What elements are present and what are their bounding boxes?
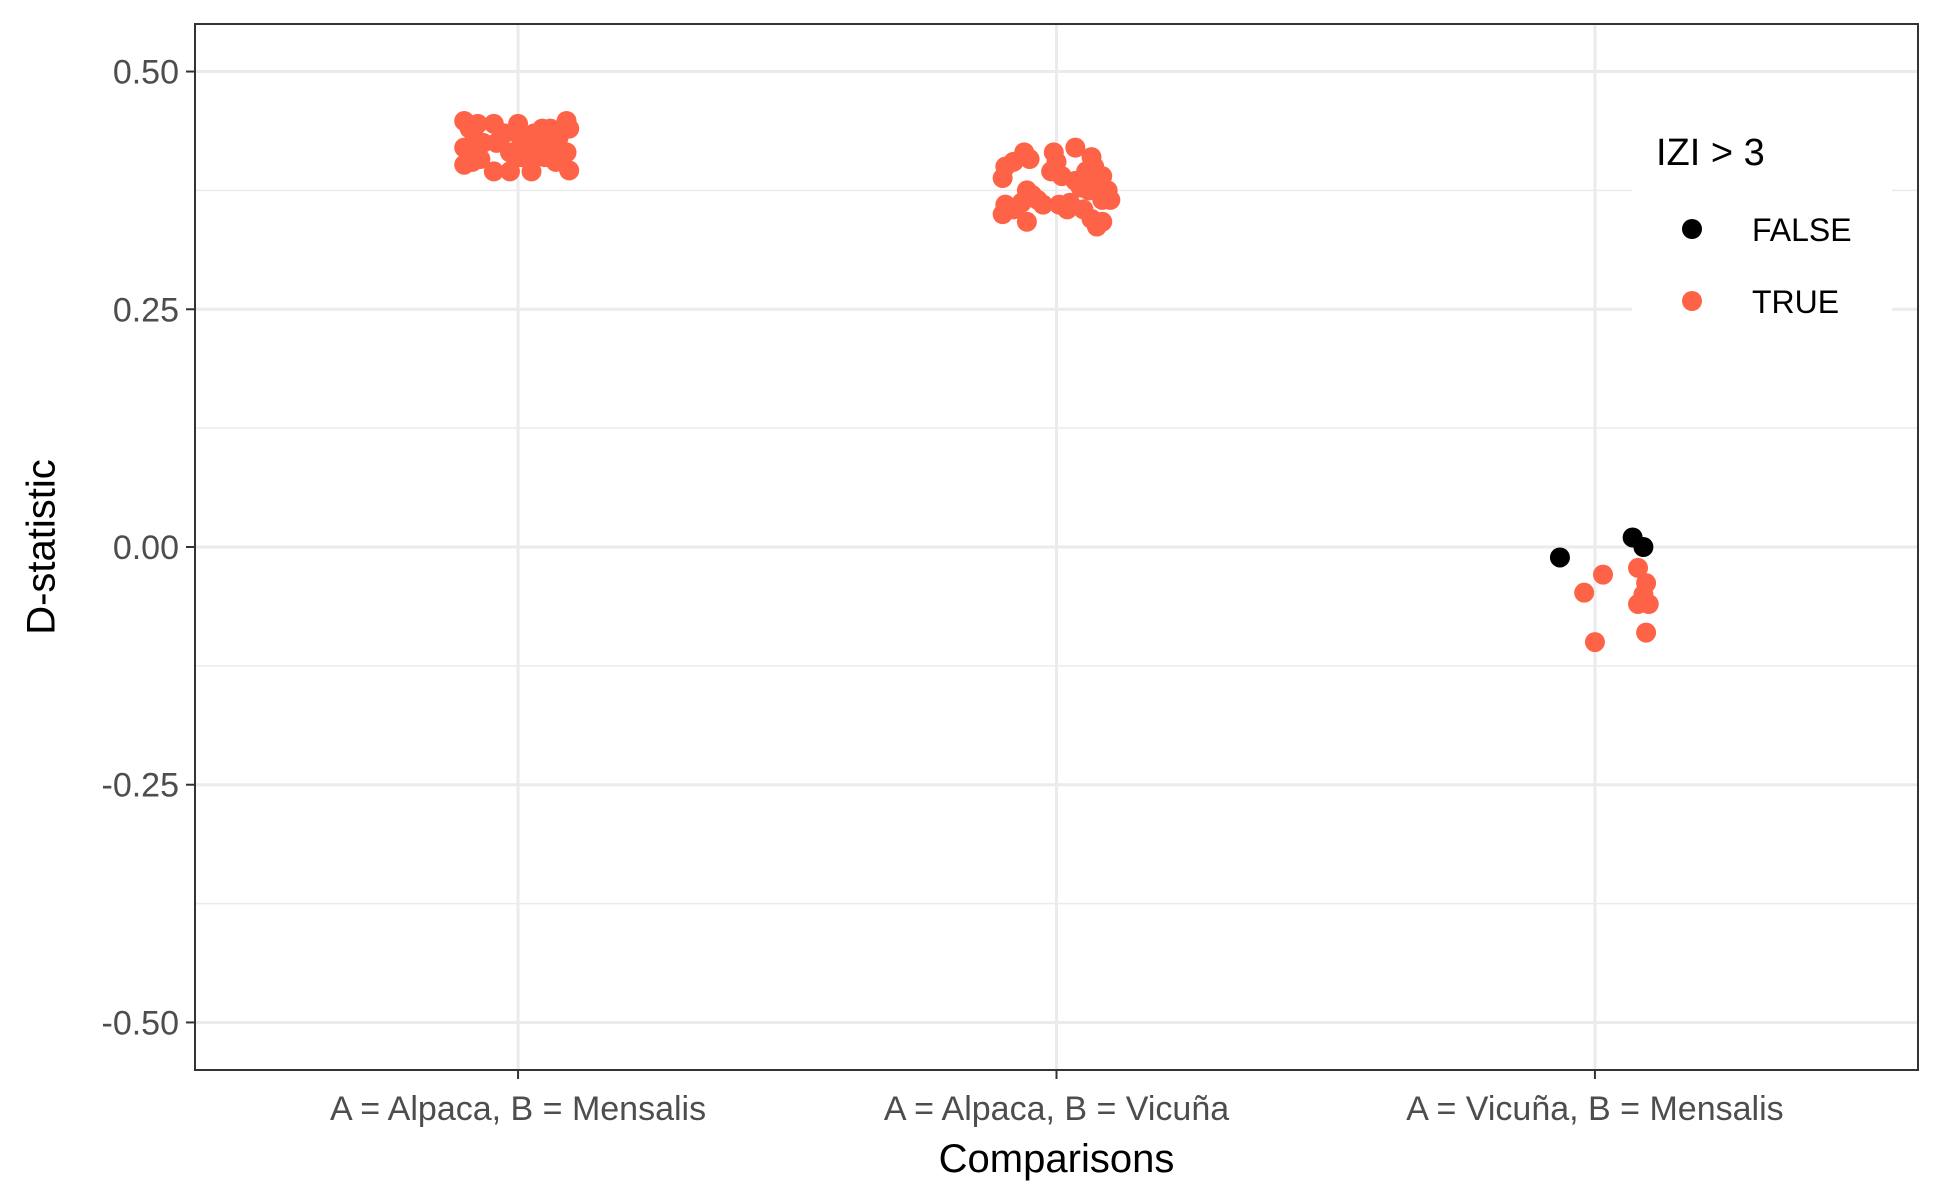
data-point-true	[1628, 557, 1649, 578]
y-tick-label: -0.50	[102, 1004, 180, 1042]
data-point-false	[1633, 537, 1654, 557]
y-tick-label: 0.00	[113, 529, 179, 567]
axis-layer: 0.50 0.25 0.00 -0.25 -0.50 A = Alpaca, B = Me…	[102, 54, 1784, 1128]
y-tick-label: 0.50	[113, 54, 179, 92]
legend-title: IZI > 3	[1656, 132, 1765, 174]
data-point-true	[1033, 194, 1054, 215]
data-point-true	[559, 160, 580, 181]
x-tick-label: A = Alpaca, B = Vicuña	[884, 1090, 1229, 1128]
data-point-true	[499, 161, 520, 182]
data-point-true	[521, 161, 542, 182]
data-point-true	[467, 113, 488, 134]
x-tick-label: A = Alpaca, B = Mensalis	[330, 1090, 706, 1128]
data-point-true	[1019, 149, 1040, 170]
legend-entries: FALSE TRUE	[1682, 212, 1852, 320]
data-point-true	[556, 142, 577, 163]
x-axis-title: Comparisons	[939, 1137, 1175, 1181]
data-point-true	[1593, 564, 1614, 585]
legend-label-true: TRUE	[1752, 284, 1839, 320]
points-layer	[454, 110, 1659, 653]
legend-background	[1632, 110, 1892, 325]
legend-key-false	[1682, 219, 1702, 239]
data-point-false	[1549, 547, 1570, 568]
legend: IZI > 3 FALSE TRUE	[1632, 110, 1892, 325]
data-point-true	[1638, 594, 1659, 615]
y-tick-label: 0.25	[113, 291, 179, 329]
data-point-true	[1092, 211, 1113, 232]
data-point-true	[1100, 189, 1121, 210]
data-point-true	[470, 149, 491, 170]
data-point-true	[1636, 622, 1657, 643]
data-point-true	[1584, 632, 1605, 653]
x-tick-label: A = Vicuña, B = Mensalis	[1406, 1090, 1783, 1128]
legend-key-true	[1682, 291, 1702, 311]
legend-label-false: FALSE	[1752, 212, 1852, 248]
data-point-true	[483, 161, 504, 182]
y-axis-title: D-statistic	[20, 459, 64, 635]
data-point-true	[559, 118, 580, 139]
data-point-true	[1065, 137, 1086, 158]
data-point-true	[1574, 582, 1595, 603]
data-point-true	[1016, 211, 1037, 232]
y-tick-label: -0.25	[102, 767, 180, 805]
